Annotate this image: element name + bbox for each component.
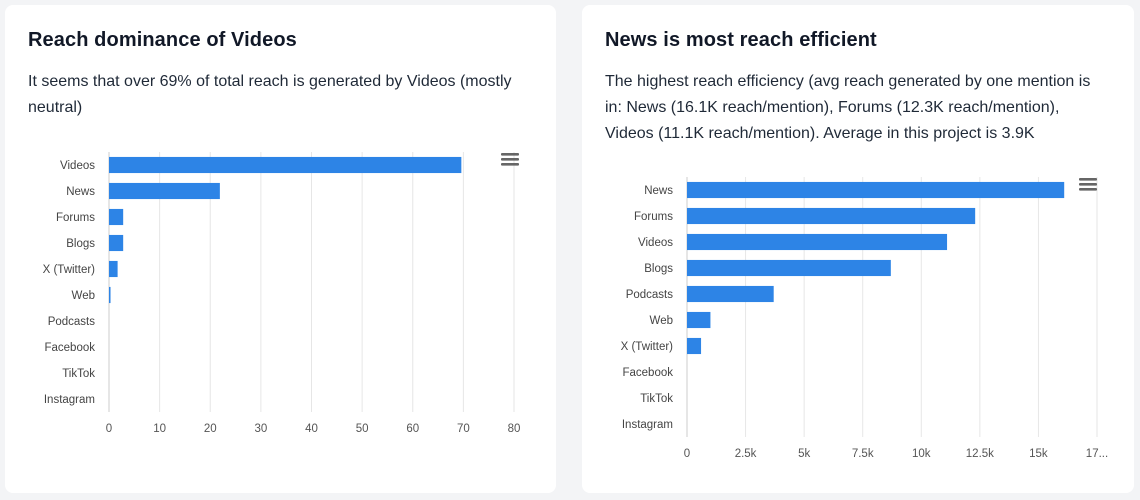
bar [109, 156, 462, 174]
x-tick-label: 10k [912, 448, 931, 460]
chart-card-reach-dominance: Reach dominance of Videos It seems that … [5, 5, 556, 493]
bar [687, 337, 702, 355]
x-tick-label: 30 [254, 423, 267, 435]
card-title: Reach dominance of Videos [28, 29, 297, 51]
category-label: X (Twitter) [43, 264, 96, 276]
x-tick-label: 80 [508, 423, 521, 435]
bar [109, 260, 118, 278]
x-tick-label: 40 [305, 423, 318, 435]
x-tick-label: 17... [1086, 448, 1108, 460]
x-tick-label: 50 [356, 423, 369, 435]
x-tick-label: 7.5k [852, 448, 874, 460]
x-tick-label: 60 [406, 423, 419, 435]
bar [109, 286, 111, 304]
x-tick-label: 2.5k [735, 448, 757, 460]
category-label: Facebook [622, 367, 673, 379]
menu-icon-line [501, 153, 519, 156]
chart-menu-button[interactable] [501, 153, 519, 166]
reach-dominance-bar-chart: Videos News Forums Blogs X (Twitter) Web Podca… [43, 152, 521, 435]
menu-icon-line [1079, 178, 1097, 181]
menu-icon-line [1079, 183, 1097, 186]
bar [687, 311, 711, 329]
bar [109, 208, 124, 226]
x-tick-label: 12.5k [966, 448, 994, 460]
menu-icon-line [1079, 188, 1097, 191]
category-label: Instagram [622, 419, 673, 431]
bar [687, 181, 1065, 199]
category-label: Podcasts [626, 289, 674, 301]
hamburger-menu-icon [501, 153, 519, 166]
bar [687, 259, 891, 277]
x-tick-label: 5k [798, 448, 810, 460]
category-label: Forums [56, 212, 95, 224]
x-tick-label: 20 [204, 423, 217, 435]
card-title: News is most reach efficient [605, 29, 877, 51]
category-label: Forums [634, 211, 673, 223]
bar [687, 207, 976, 225]
category-label: Facebook [44, 342, 95, 354]
x-tick-label: 70 [457, 423, 470, 435]
category-label: News [644, 185, 673, 197]
hamburger-menu-icon [1079, 178, 1097, 191]
card-description: The highest reach efficiency (avg reach … [605, 73, 1091, 142]
category-label: TikTok [62, 368, 95, 380]
category-label: News [66, 186, 95, 198]
bar [109, 234, 124, 252]
category-label: Web [650, 315, 673, 327]
category-label: TikTok [640, 393, 673, 405]
chart-menu-button[interactable] [1079, 178, 1097, 191]
bar [687, 233, 948, 251]
chart-card-reach-efficiency: News is most reach efficient The highest… [582, 5, 1134, 493]
category-label: Blogs [644, 263, 673, 275]
x-tick-label: 10 [153, 423, 166, 435]
x-tick-label: 15k [1029, 448, 1048, 460]
category-label: X (Twitter) [621, 341, 674, 353]
menu-icon-line [501, 163, 519, 166]
bar [687, 285, 774, 303]
reach-efficiency-bar-chart: News Forums Videos Blogs Podcasts Web X (Twitt… [621, 177, 1108, 460]
category-label: Videos [638, 237, 673, 249]
bar [109, 182, 220, 200]
x-tick-label: 0 [684, 448, 690, 460]
category-label: Web [72, 290, 95, 302]
menu-icon-line [501, 158, 519, 161]
category-label: Podcasts [48, 316, 96, 328]
x-tick-label: 0 [106, 423, 112, 435]
category-label: Videos [60, 160, 95, 172]
card-description: It seems that over 69% of total reach is… [28, 73, 512, 116]
category-label: Blogs [66, 238, 95, 250]
category-label: Instagram [44, 394, 95, 406]
